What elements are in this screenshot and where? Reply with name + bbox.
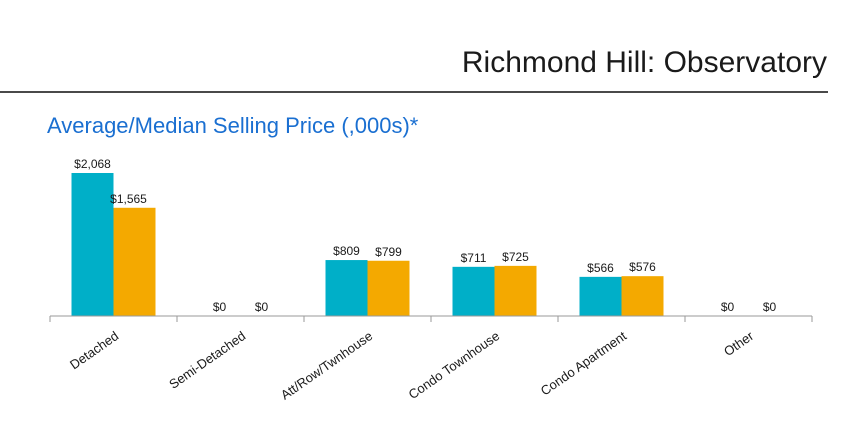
bar-average (71, 173, 114, 316)
category-label: Detached (67, 328, 121, 372)
data-label: $566 (587, 261, 614, 275)
data-label: $0 (721, 300, 735, 314)
data-label: $0 (213, 300, 227, 314)
bar-average (325, 260, 368, 316)
bar-median (621, 276, 664, 316)
header-divider (0, 91, 828, 93)
bar-median (494, 265, 537, 316)
bar-median (367, 260, 410, 316)
data-label: $2,068 (74, 157, 111, 171)
data-label: $725 (502, 250, 529, 264)
bar-average (452, 266, 495, 316)
data-label: $0 (255, 300, 269, 314)
category-label: Condo Townhouse (406, 328, 503, 402)
data-label: $576 (629, 260, 656, 274)
bar-median (113, 207, 156, 316)
category-label: Other (721, 328, 757, 359)
category-label: Semi-Detached (166, 328, 248, 392)
bar-average (579, 276, 622, 316)
page-title: Richmond Hill: Observatory (461, 46, 827, 79)
category-label: Condo Apartment (538, 328, 630, 399)
chart-title: Average/Median Selling Price (,000s)* (47, 113, 419, 138)
data-label: $799 (375, 245, 402, 259)
data-label: $809 (333, 244, 360, 258)
data-label: $1,565 (110, 192, 147, 206)
data-label: $0 (763, 300, 777, 314)
category-label: Att/Row/Twnhouse (278, 328, 375, 402)
data-label: $711 (461, 251, 487, 265)
